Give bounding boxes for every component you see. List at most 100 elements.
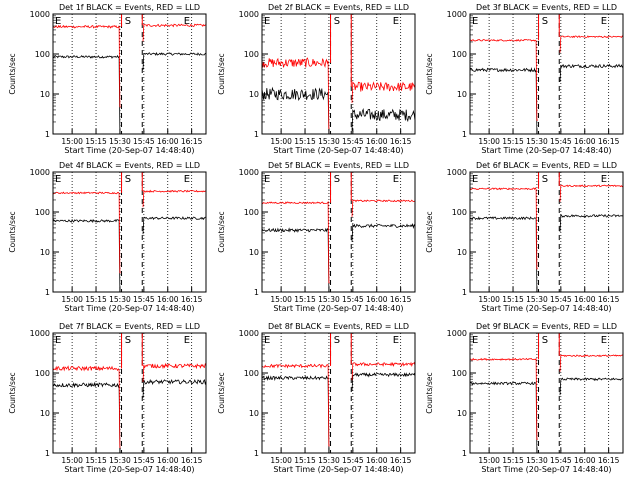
series-line-events bbox=[52, 381, 121, 454]
event-marker-s: S bbox=[334, 16, 340, 27]
x-tick-label: 16:00 bbox=[366, 456, 388, 465]
y-axis-label: Counts/sec bbox=[217, 53, 226, 94]
event-marker-e: E bbox=[472, 174, 478, 185]
x-tick-label: 15:15 bbox=[85, 295, 107, 304]
y-axis-label: Counts/sec bbox=[425, 372, 434, 413]
y-tick-label: 10 bbox=[249, 248, 259, 257]
y-tick-label: 10 bbox=[457, 90, 467, 99]
x-tick-label: 15:15 bbox=[85, 456, 107, 465]
x-tick-label: 16:15 bbox=[598, 456, 620, 465]
series-line-lld bbox=[351, 361, 416, 381]
series-line-lld bbox=[469, 38, 538, 121]
x-tick-label: 15:45 bbox=[342, 295, 364, 304]
panel-title: Det 6f BLACK = Events, RED = LLD bbox=[476, 161, 617, 170]
x-tick-label: 16:15 bbox=[390, 456, 412, 465]
event-marker-e: E bbox=[601, 335, 607, 346]
plot-frame bbox=[261, 171, 416, 293]
plot-frame bbox=[261, 332, 416, 454]
x-tick-label: 15:30 bbox=[526, 137, 548, 146]
y-tick-label: 1 bbox=[254, 449, 259, 458]
event-marker-s: S bbox=[125, 16, 131, 27]
y-tick-label: 10 bbox=[457, 248, 467, 257]
y-tick-label: 100 bbox=[35, 208, 50, 217]
x-tick-label: 15:00 bbox=[478, 295, 500, 304]
series-line-events bbox=[469, 216, 538, 293]
event-marker-e: E bbox=[601, 16, 607, 27]
y-tick-label: 10 bbox=[249, 409, 259, 418]
detector-panel-6: Det 6f BLACK = Events, RED = LLD 1 10 100 10… bbox=[425, 161, 624, 313]
y-tick-label: 100 bbox=[244, 50, 259, 59]
y-tick-label: 1 bbox=[45, 288, 50, 297]
x-tick-label: 15:30 bbox=[318, 295, 340, 304]
detector-panel-1: Det 1f BLACK = Events, RED = LLD 1 10 100 10… bbox=[8, 3, 207, 155]
x-tick-label: 15:45 bbox=[550, 456, 572, 465]
x-axis-label: Start Time (20-Sep-07 14:48:40) bbox=[481, 465, 611, 474]
y-tick-label: 10 bbox=[40, 409, 50, 418]
y-tick-label: 100 bbox=[244, 369, 259, 378]
series-line-lld bbox=[52, 191, 121, 274]
x-axis-label: Start Time (20-Sep-07 14:48:40) bbox=[64, 465, 194, 474]
x-tick-label: 15:00 bbox=[61, 295, 83, 304]
series-line-events bbox=[142, 378, 207, 398]
x-tick-label: 15:45 bbox=[550, 137, 572, 146]
y-tick-label: 1 bbox=[254, 288, 259, 297]
x-tick-label: 15:00 bbox=[270, 137, 292, 146]
x-tick-label: 15:45 bbox=[342, 456, 364, 465]
detector-panel-7: Det 7f BLACK = Events, RED = LLD 1 10 100 10… bbox=[8, 322, 207, 474]
y-tick-label: 1000 bbox=[239, 329, 259, 338]
series-line-events bbox=[52, 218, 121, 293]
event-marker-e: E bbox=[55, 174, 61, 185]
series-line-lld bbox=[52, 365, 121, 449]
x-tick-label: 15:45 bbox=[133, 137, 155, 146]
detector-panel-3: Det 3f BLACK = Events, RED = LLD 1 10 100 10… bbox=[425, 3, 624, 155]
event-marker-e: E bbox=[472, 335, 478, 346]
y-tick-label: 1000 bbox=[447, 329, 467, 338]
x-tick-label: 15:45 bbox=[342, 137, 364, 146]
series-line-events bbox=[261, 375, 330, 454]
y-tick-label: 1000 bbox=[30, 168, 50, 177]
x-tick-label: 15:30 bbox=[109, 456, 131, 465]
panel-title: Det 4f BLACK = Events, RED = LLD bbox=[59, 161, 200, 170]
detector-panel-4: Det 4f BLACK = Events, RED = LLD 1 10 100 10… bbox=[8, 161, 207, 313]
event-marker-e: E bbox=[472, 16, 478, 27]
series-line-events bbox=[261, 86, 330, 135]
event-marker-e: E bbox=[55, 335, 61, 346]
x-tick-label: 16:00 bbox=[157, 295, 179, 304]
y-tick-label: 1000 bbox=[30, 10, 50, 19]
x-tick-label: 15:15 bbox=[294, 295, 316, 304]
x-tick-label: 15:45 bbox=[550, 295, 572, 304]
x-tick-label: 15:30 bbox=[318, 456, 340, 465]
x-tick-label: 16:00 bbox=[574, 137, 596, 146]
y-tick-label: 10 bbox=[40, 90, 50, 99]
y-tick-label: 10 bbox=[457, 409, 467, 418]
series-line-lld bbox=[351, 81, 416, 103]
panel-title: Det 7f BLACK = Events, RED = LLD bbox=[59, 322, 200, 331]
series-line-events bbox=[469, 67, 538, 135]
event-marker-s: S bbox=[542, 335, 548, 346]
x-tick-label: 15:30 bbox=[109, 295, 131, 304]
x-tick-label: 15:00 bbox=[61, 456, 83, 465]
x-axis-label: Start Time (20-Sep-07 14:48:40) bbox=[273, 146, 403, 155]
y-tick-label: 10 bbox=[40, 248, 50, 257]
detector-panel-8: Det 8f BLACK = Events, RED = LLD 1 10 100 10… bbox=[217, 322, 416, 474]
event-marker-e: E bbox=[184, 174, 190, 185]
x-axis-label: Start Time (20-Sep-07 14:48:40) bbox=[273, 304, 403, 313]
x-tick-label: 16:15 bbox=[390, 295, 412, 304]
x-tick-label: 16:00 bbox=[157, 137, 179, 146]
event-marker-e: E bbox=[184, 16, 190, 27]
x-tick-label: 16:00 bbox=[366, 137, 388, 146]
series-line-lld bbox=[351, 199, 416, 217]
plot-frame bbox=[469, 13, 624, 135]
y-tick-label: 1 bbox=[462, 449, 467, 458]
x-tick-label: 15:15 bbox=[294, 137, 316, 146]
event-marker-e: E bbox=[184, 335, 190, 346]
plot-frame bbox=[261, 13, 416, 135]
x-tick-label: 15:15 bbox=[502, 295, 524, 304]
event-marker-e: E bbox=[264, 335, 270, 346]
y-tick-label: 1 bbox=[462, 288, 467, 297]
panel-title: Det 9f BLACK = Events, RED = LLD bbox=[476, 322, 617, 331]
x-axis-label: Start Time (20-Sep-07 14:48:40) bbox=[481, 146, 611, 155]
plot-frame bbox=[52, 332, 207, 454]
y-tick-label: 100 bbox=[244, 208, 259, 217]
